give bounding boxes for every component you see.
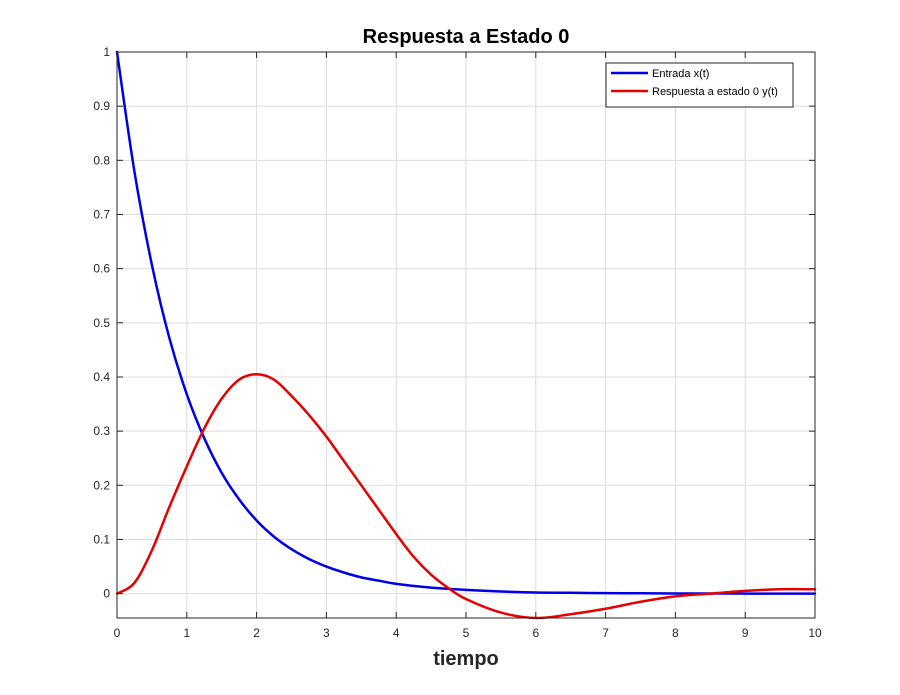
x-tick-label: 9 bbox=[742, 626, 749, 640]
x-tick-label: 4 bbox=[393, 626, 400, 640]
y-tick-label: 0.1 bbox=[93, 532, 110, 546]
y-tick-label: 0.6 bbox=[93, 262, 110, 276]
y-tick-label: 0 bbox=[103, 587, 110, 601]
x-tick-label: 1 bbox=[183, 626, 190, 640]
y-tick-label: 0.8 bbox=[93, 153, 110, 167]
y-tick-label: 0.5 bbox=[93, 316, 110, 330]
y-tick-label: 0.7 bbox=[93, 207, 110, 221]
x-tick-label: 10 bbox=[808, 626, 822, 640]
y-tick-label: 0.9 bbox=[93, 99, 110, 113]
x-tick-label: 6 bbox=[532, 626, 539, 640]
series-line-1 bbox=[115, 50, 817, 595]
x-tick-label: 0 bbox=[114, 626, 121, 640]
y-tick-label: 0.2 bbox=[93, 478, 110, 492]
y-tick-label: 0.3 bbox=[93, 424, 110, 438]
legend-entry-label: Respuesta a estado 0 y(t) bbox=[652, 86, 778, 98]
y-tick-label: 1 bbox=[103, 45, 110, 59]
x-tick-label: 8 bbox=[672, 626, 679, 640]
y-tick-label: 0.4 bbox=[93, 370, 110, 384]
legend-box bbox=[605, 62, 794, 108]
x-axis-label: tiempo bbox=[433, 648, 499, 670]
x-tick-label: 7 bbox=[602, 626, 609, 640]
x-tick-label: 2 bbox=[253, 626, 260, 640]
x-tick-label: 5 bbox=[463, 626, 470, 640]
legend-entry-label: Entrada x(t) bbox=[652, 68, 709, 80]
ticks-group: 0 1 2 3 4 5 6 7 8 9 10 0 0.1 0.2 0.3 0.4 0.5 0.6 0.7 0.8 0.9… bbox=[93, 45, 822, 640]
legend: Entrada x(t) Respuesta a estado 0 y(t) bbox=[605, 62, 794, 108]
series-line-2 bbox=[115, 373, 817, 620]
x-tick-label: 3 bbox=[323, 626, 330, 640]
series-group bbox=[115, 50, 817, 620]
chart-title: Respuesta a Estado 0 bbox=[363, 26, 570, 48]
